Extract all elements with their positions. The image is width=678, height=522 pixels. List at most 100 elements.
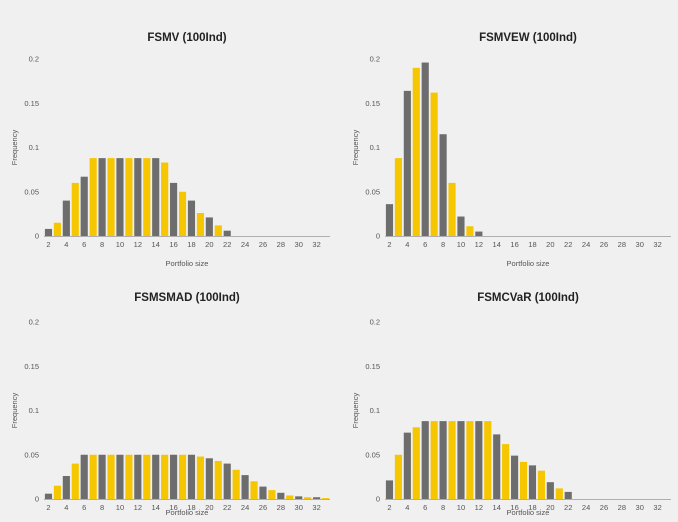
x-tick-label: 6 — [82, 503, 86, 512]
x-tick-label: 2 — [46, 240, 50, 249]
x-tick-label: 32 — [312, 503, 320, 512]
bar — [178, 454, 187, 499]
bar — [223, 230, 231, 236]
y-axis-label: Frequency — [10, 130, 19, 166]
x-tick-label: 30 — [636, 240, 644, 249]
x-tick-label: 28 — [618, 240, 626, 249]
bar — [439, 134, 447, 236]
chart-title: FSMVEW (100Ind) — [479, 32, 577, 44]
y-tick-label: 0.2 — [370, 318, 380, 327]
bar — [528, 465, 537, 499]
bar — [555, 488, 563, 499]
bar — [125, 158, 133, 236]
y-tick-label: 0 — [35, 232, 39, 241]
x-tick-label: 24 — [582, 240, 590, 249]
bar — [519, 461, 528, 499]
bar — [71, 463, 79, 499]
y-tick-label: 0 — [35, 495, 39, 504]
x-tick-label: 26 — [600, 240, 608, 249]
bar — [421, 62, 429, 236]
y-tick-label: 0.1 — [370, 143, 380, 152]
x-tick-label: 10 — [116, 240, 124, 249]
x-tick-label: 16 — [510, 503, 518, 512]
y-tick-label: 0.05 — [24, 450, 39, 459]
x-tick-label: 20 — [546, 240, 554, 249]
x-tick-label: 4 — [405, 503, 409, 512]
x-tick-label: 2 — [46, 503, 50, 512]
x-tick-label: 10 — [116, 503, 124, 512]
y-tick-label: 0.2 — [370, 55, 380, 64]
y-tick-label: 0.15 — [24, 362, 39, 371]
x-tick-label: 14 — [493, 240, 501, 249]
x-tick-label: 30 — [295, 503, 303, 512]
x-tick-label: 2 — [387, 503, 391, 512]
bar — [321, 498, 330, 499]
x-tick-label: 28 — [277, 240, 285, 249]
bar — [89, 158, 97, 236]
x-tick-label: 8 — [441, 503, 445, 512]
bar — [412, 427, 420, 499]
bar — [143, 158, 151, 236]
bar — [196, 456, 204, 499]
bar — [170, 182, 178, 236]
bar — [53, 485, 61, 499]
x-tick-label: 18 — [187, 503, 195, 512]
x-tick-label: 8 — [100, 240, 104, 249]
bar — [80, 454, 88, 499]
bar — [134, 158, 142, 236]
bar — [511, 455, 519, 499]
x-tick-label: 12 — [475, 240, 483, 249]
x-tick-label: 24 — [582, 503, 590, 512]
y-tick-label: 0.05 — [365, 187, 380, 196]
x-tick-label: 22 — [564, 240, 572, 249]
y-tick-label: 0.2 — [29, 318, 39, 327]
x-tick-label: 26 — [259, 240, 267, 249]
x-tick-label: 32 — [312, 240, 320, 249]
bar — [214, 460, 222, 499]
bar — [537, 470, 545, 499]
bar — [448, 182, 456, 236]
bar — [286, 495, 294, 499]
bar — [268, 490, 276, 499]
x-axis-label: Portfolio size — [166, 259, 209, 268]
bar — [466, 421, 474, 499]
bar — [241, 475, 249, 499]
chart-panel-3: FSMSMAD (100Ind)00.050.10.150.22 4 6 8 10 12 1… — [10, 292, 330, 517]
y-tick-label: 0.1 — [370, 406, 380, 415]
bar — [214, 225, 222, 236]
bar — [564, 491, 572, 499]
x-tick-label: 22 — [564, 503, 572, 512]
x-tick-label: 22 — [223, 503, 231, 512]
y-tick-label: 0.15 — [365, 99, 380, 108]
bar — [385, 204, 394, 236]
chart-panel-1: FSMV (100Ind)00.050.10.150.22 4 6 8 10 12 14 16… — [10, 32, 330, 268]
bar — [196, 212, 204, 236]
bar — [457, 216, 465, 236]
x-tick-label: 32 — [653, 503, 661, 512]
y-tick-label: 0 — [376, 495, 380, 504]
bar — [493, 434, 501, 499]
y-tick-label: 0.2 — [29, 55, 39, 64]
bar — [161, 454, 169, 499]
bar — [250, 481, 258, 499]
x-tick-label: 12 — [475, 503, 483, 512]
y-axis-label: Frequency — [351, 130, 360, 166]
bar — [98, 454, 106, 499]
bar — [62, 200, 70, 236]
x-tick-label: 18 — [187, 240, 195, 249]
x-tick-label: 26 — [600, 503, 608, 512]
bar — [178, 191, 187, 236]
bar — [170, 454, 178, 499]
x-tick-label: 6 — [423, 503, 427, 512]
bar — [152, 158, 160, 236]
x-tick-label: 10 — [457, 503, 465, 512]
bar — [71, 182, 79, 236]
x-tick-label: 24 — [241, 503, 249, 512]
chart-title: FSMCVaR (100Ind) — [477, 292, 579, 304]
bar — [313, 497, 321, 499]
x-tick-label: 16 — [510, 240, 518, 249]
x-tick-label: 32 — [653, 240, 661, 249]
x-tick-label: 24 — [241, 240, 249, 249]
bar — [421, 421, 429, 499]
